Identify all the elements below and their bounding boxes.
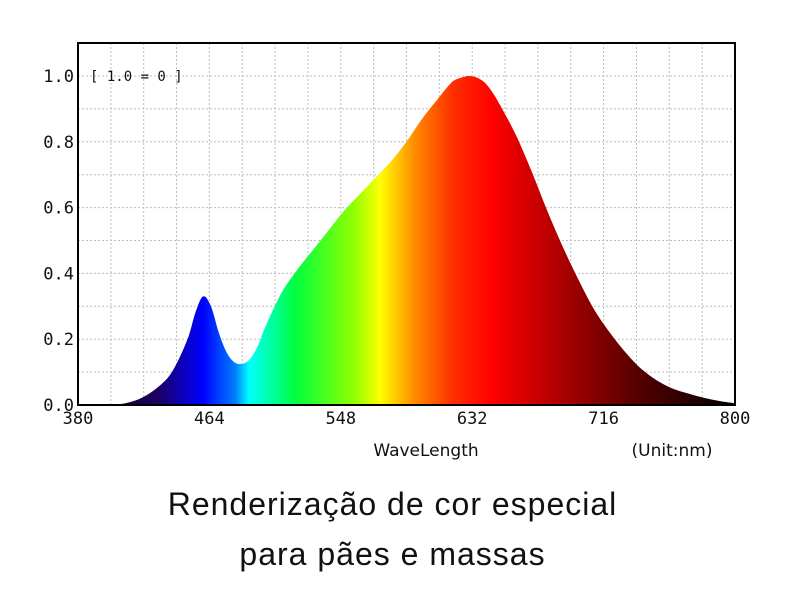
caption-line-1: Renderização de cor especial <box>167 486 618 522</box>
caption-line-2: para pães e massas <box>239 536 546 572</box>
plot-frame <box>77 42 736 406</box>
x-tick-label: 548 <box>325 409 356 429</box>
y-tick-label: 0.4 <box>43 264 74 284</box>
x-tick-label: 380 <box>63 409 94 429</box>
x-tick-label: 800 <box>720 409 751 429</box>
scale-annotation: [ 1.0 = 0 ] <box>90 69 183 85</box>
y-tick-label: 0.0 <box>43 396 74 416</box>
spectrum-area <box>78 76 735 405</box>
x-tick-labels: 380 464 548 632 716 800 <box>63 409 751 429</box>
x-tick-label: 464 <box>194 409 225 429</box>
unit-label: (Unit:nm) <box>632 441 713 461</box>
x-axis-title: WaveLength <box>373 441 478 461</box>
y-tick-label: 0.6 <box>43 199 74 219</box>
x-tick-label: 716 <box>588 409 619 429</box>
y-tick-labels: 0.0 0.2 0.4 0.6 0.8 1.0 <box>43 67 74 416</box>
y-tick-label: 1.0 <box>43 67 74 87</box>
x-tick-label: 632 <box>457 409 488 429</box>
y-tick-label: 0.2 <box>43 330 74 350</box>
y-tick-label: 0.8 <box>43 133 74 153</box>
